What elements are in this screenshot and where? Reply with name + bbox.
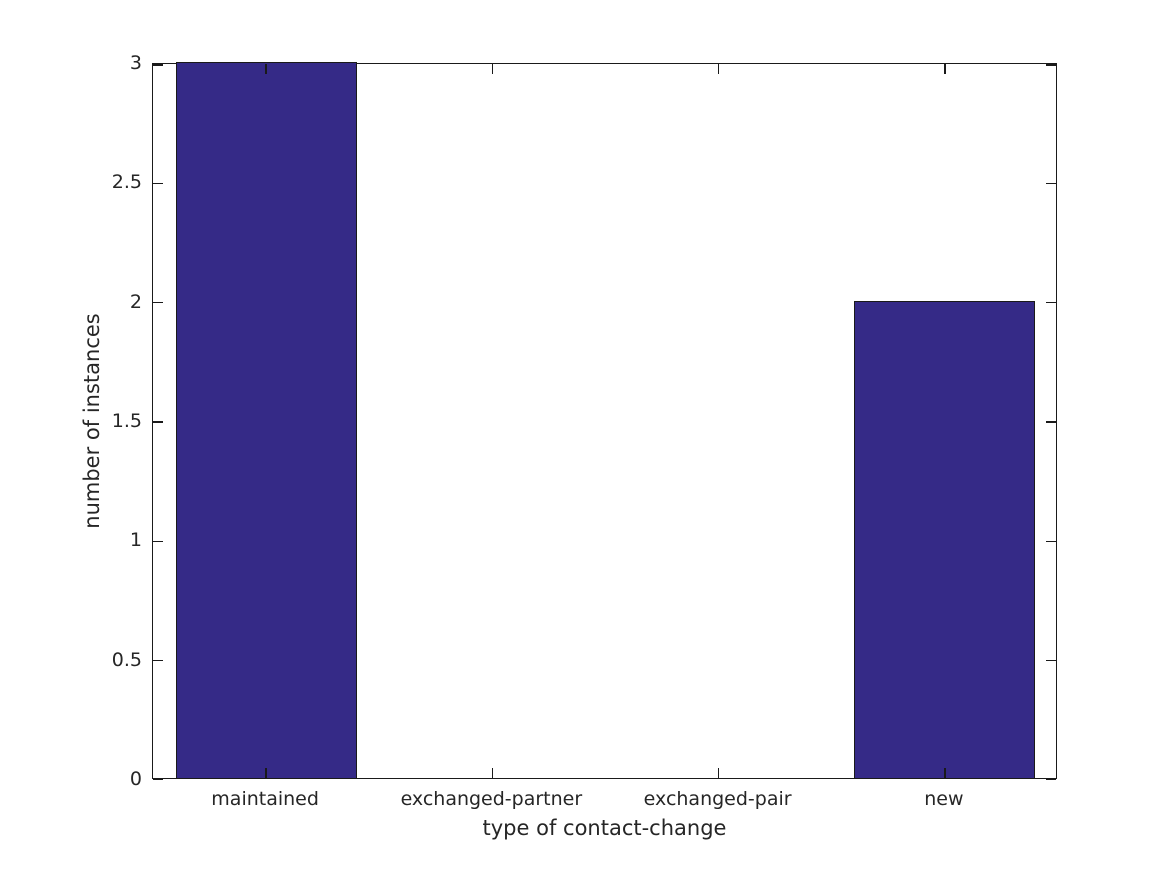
x-tick-bottom	[944, 768, 946, 778]
x-tick-label-maintained: maintained	[211, 788, 319, 810]
x-tick-label-exchanged-partner: exchanged-partner	[400, 788, 583, 810]
y-tick-label: 2	[129, 290, 142, 313]
x-axis-label: type of contact-change	[482, 816, 727, 840]
bar-new	[854, 300, 1036, 778]
bar-maintained	[175, 62, 357, 778]
x-tick-top	[944, 64, 946, 74]
y-axis-label: number of instances	[80, 313, 104, 529]
x-tick-top	[265, 64, 267, 74]
x-tick-bottom	[491, 768, 494, 778]
x-tick-top	[491, 64, 494, 74]
y-tick-label: 1.5	[111, 410, 142, 432]
y-tick-label: 0	[129, 768, 142, 790]
y-tick-left	[153, 64, 163, 66]
x-tick-label-new: new	[924, 788, 964, 810]
y-tick-label: 2.5	[111, 171, 142, 194]
y-tick-left	[153, 540, 163, 543]
y-tick-right	[1046, 778, 1056, 780]
x-tick-bottom	[717, 768, 720, 778]
y-tick-left	[153, 659, 163, 662]
y-tick-right	[1046, 64, 1056, 66]
y-tick-left	[153, 182, 163, 185]
x-tick-top	[717, 64, 720, 74]
y-tick-right	[1046, 182, 1056, 185]
y-tick-right	[1046, 301, 1056, 304]
y-tick-left	[153, 778, 163, 780]
y-tick-label: 1	[129, 529, 142, 552]
y-tick-left	[153, 301, 163, 304]
y-tick-right	[1046, 659, 1056, 662]
x-tick-bottom	[265, 768, 267, 778]
y-tick-label: 0.5	[111, 648, 142, 671]
y-tick-right	[1046, 540, 1056, 543]
y-tick-right	[1046, 421, 1056, 423]
plot-area	[152, 62, 1057, 780]
y-tick-label: 3	[129, 52, 142, 74]
x-tick-label-exchanged-pair: exchanged-pair	[643, 788, 792, 810]
y-tick-left	[153, 421, 163, 423]
